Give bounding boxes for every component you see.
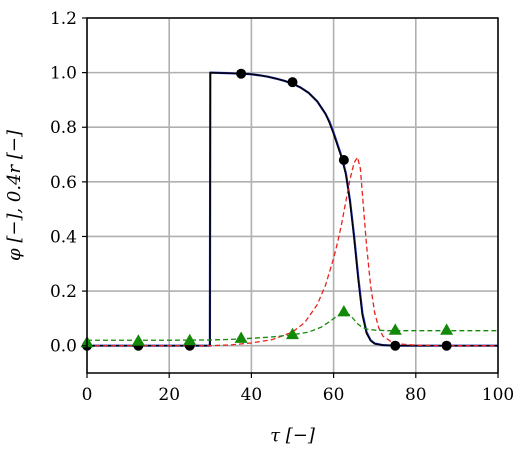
y-tick-label: 0.8 — [50, 118, 77, 138]
y-axis-label: φ [−], 0.4r [−] — [4, 129, 25, 261]
y-tick-label: 0.2 — [50, 282, 77, 302]
y-tick-label: 1.0 — [50, 64, 77, 84]
axis-ticks: 0 20 40 60 80 100 0.0 0.2 0.4 0.6 0.8 1.0 1.2 — [50, 9, 514, 405]
x-tick-label: 80 — [405, 385, 427, 405]
x-tick-label: 40 — [241, 385, 263, 405]
triangle-marker — [131, 334, 145, 346]
triangle-marker — [337, 305, 351, 317]
x-tick-label: 60 — [323, 385, 345, 405]
triangle-marker — [388, 323, 402, 335]
triangle-marker — [440, 323, 454, 335]
circle-marker — [287, 77, 298, 88]
circle-marker — [390, 340, 401, 351]
x-axis-label: τ [−] — [270, 425, 316, 446]
y-tick-label: 0.4 — [50, 227, 77, 247]
circle-marker — [236, 68, 247, 79]
triangle-marker — [183, 333, 197, 346]
circle-marker — [338, 155, 349, 165]
y-tick-label: 0.6 — [50, 173, 77, 193]
circle-marker — [441, 340, 452, 351]
triangle-marker — [286, 327, 299, 340]
y-tick-label: 1.2 — [50, 9, 77, 29]
y-tick-label: 0.0 — [50, 337, 77, 357]
x-tick-label: 0 — [82, 385, 93, 405]
triangle-marker — [234, 331, 248, 343]
phi-black-line — [87, 71, 498, 347]
x-tick-label: 100 — [482, 385, 514, 405]
markers — [80, 68, 454, 351]
plot-frame — [86, 17, 499, 374]
x-tick-label: 20 — [158, 385, 180, 405]
